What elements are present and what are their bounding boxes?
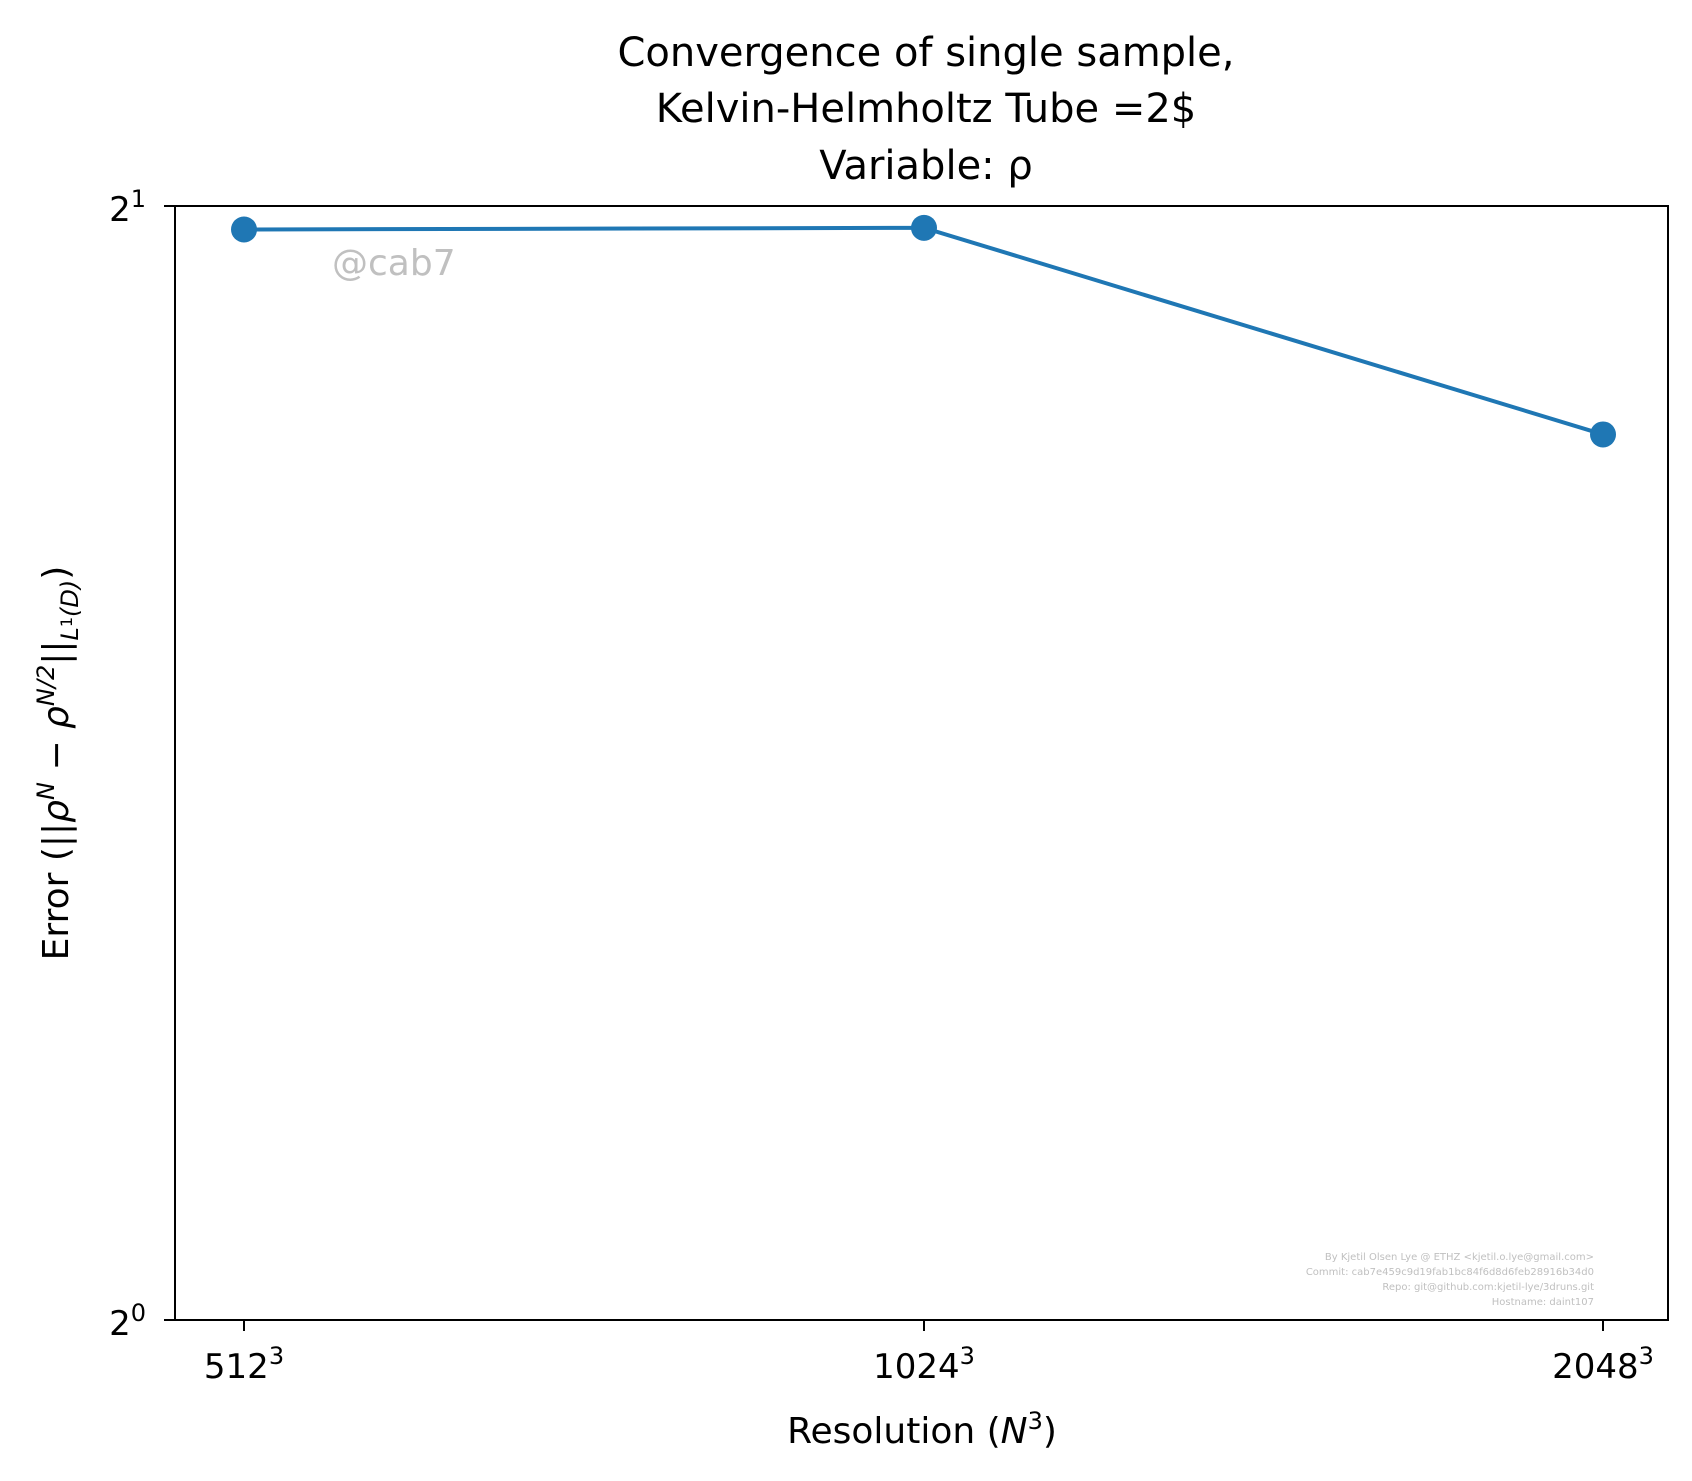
x-tick-label: 10243 (873, 1342, 975, 1387)
footer-line-2: Commit: cab7e459c9d19fab1bc84f6d8d6feb28… (1306, 1267, 1594, 1278)
title-line-1: Convergence of single sample, (618, 30, 1235, 76)
footer-line-1: By Kjetil Olsen Lye @ ETHZ <kjetil.o.lye… (1325, 1252, 1594, 1263)
x-axis: 5123 10243 20483 (204, 1320, 1654, 1387)
plot-area-frame (174, 205, 1669, 1321)
footer-line-4: Hostname: daint107 (1492, 1297, 1594, 1308)
x-axis-label: Resolution (N3) (787, 1407, 1057, 1452)
y-axis-label: Error (||ρN − ρN/2||L1(D)) (32, 566, 84, 961)
data-point (231, 216, 257, 243)
title-line-2: Kelvin-Helmholtz Tube =2$ (656, 86, 1196, 132)
footer-line-3: Repo: git@github.com:kjetil-lye/3druns.g… (1382, 1282, 1594, 1293)
y-tick-label-bottom: 20 (109, 1299, 146, 1344)
footer-metadata: By Kjetil Olsen Lye @ ETHZ <kjetil.o.lye… (1306, 1252, 1594, 1308)
data-point (1590, 421, 1616, 448)
data-point (911, 214, 937, 241)
y-tick-label-top: 21 (109, 185, 146, 230)
watermark: @cab7 (332, 243, 456, 284)
x-tick-label: 20483 (1552, 1342, 1654, 1387)
series-layer (231, 214, 1616, 448)
y-axis: 21 20 (109, 185, 175, 1344)
title-line-3: Variable: ρ (819, 143, 1033, 189)
x-tick-label: 5123 (204, 1342, 284, 1387)
chart-title: Convergence of single sample, Kelvin-Hel… (618, 30, 1235, 189)
